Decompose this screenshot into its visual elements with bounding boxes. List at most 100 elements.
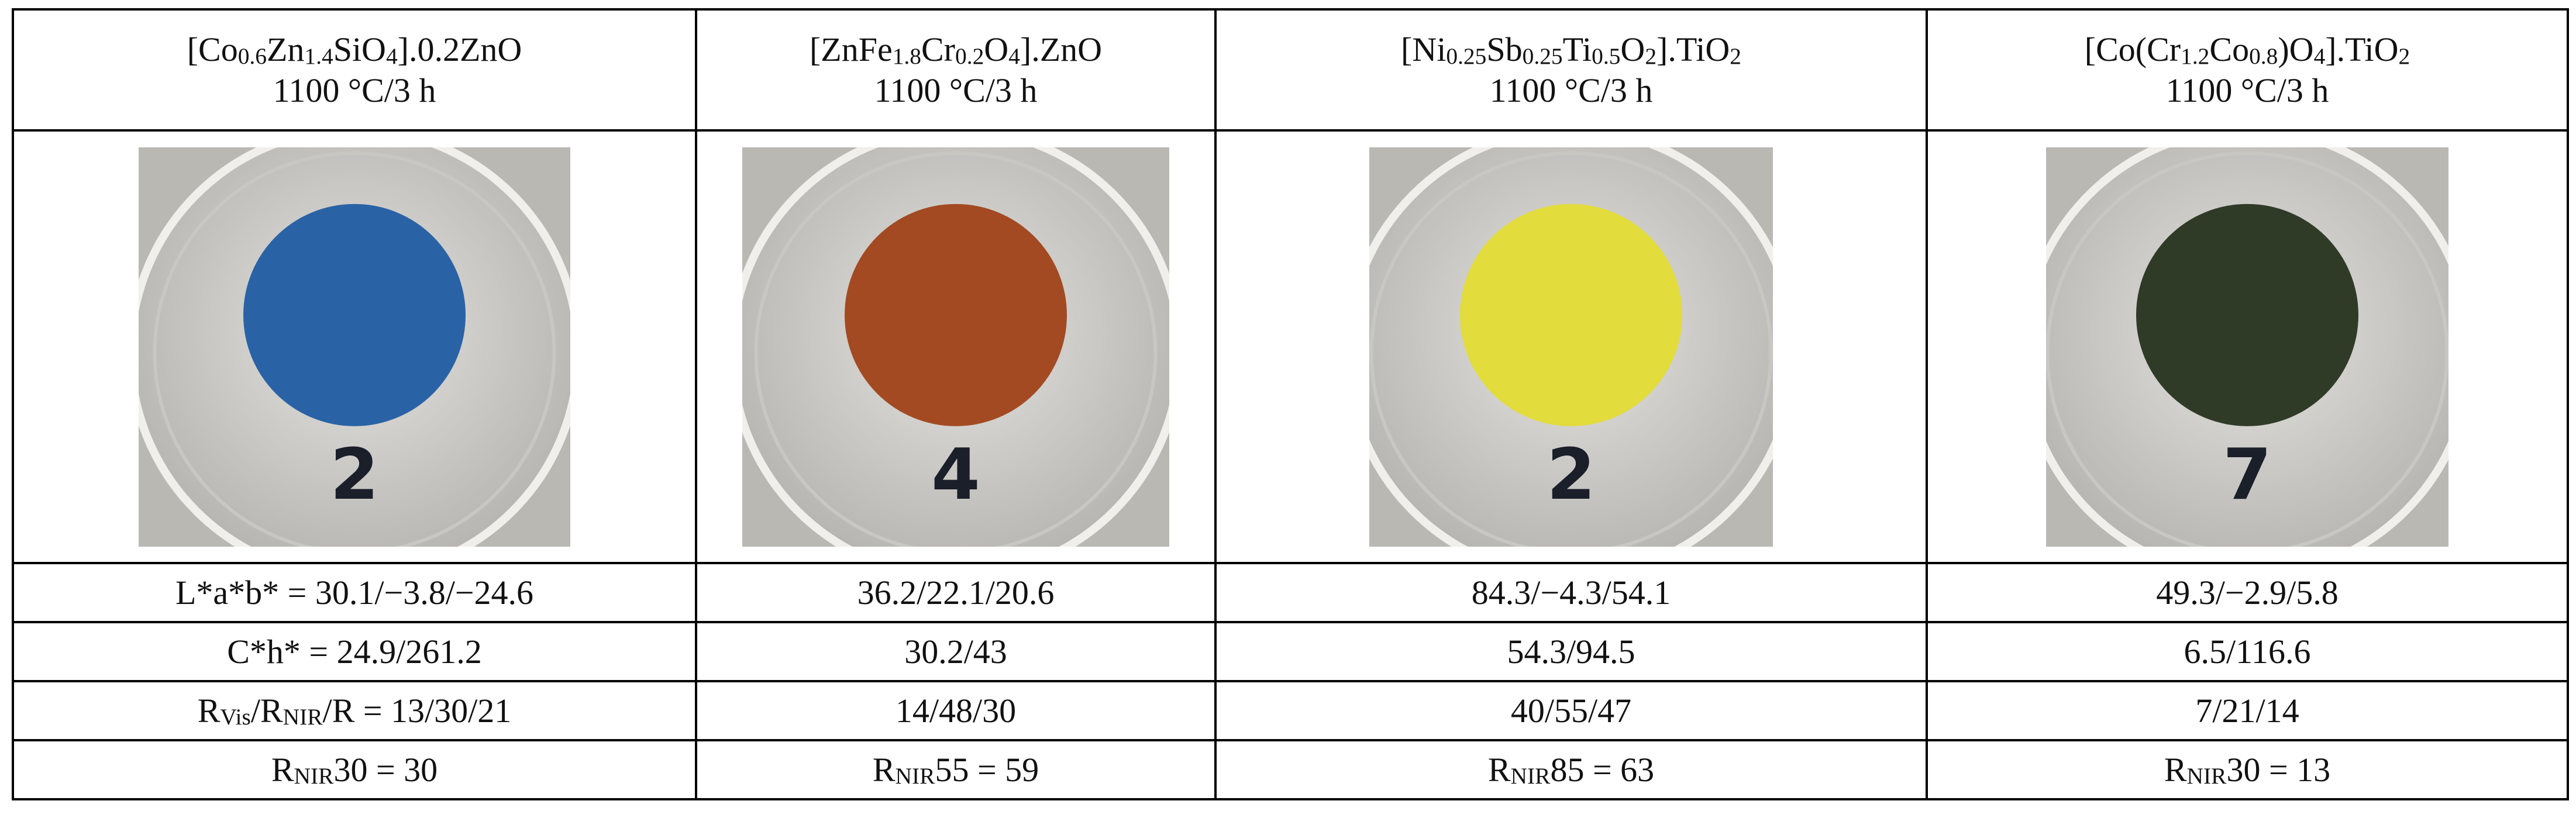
subscript: 1.2 [2181, 43, 2210, 69]
formula: [Ni0.25Sb0.25Ti0.5O2].TiO2 [1217, 29, 1926, 70]
value-row: C*h* = 24.9/261.2 30.2/43 54.3/94.5 6.5/116… [12, 621, 2569, 682]
subscript: 4 [2313, 43, 2326, 69]
text-run: 30 = 13 [2226, 750, 2331, 789]
value-cell: RNIR85 = 63 [1214, 739, 1928, 800]
formula: [Co(Cr1.2Co0.8)O4].TiO2 [1928, 29, 2567, 70]
pigment-sample [1460, 203, 1682, 426]
subscript: 2 [1730, 43, 1741, 69]
subscript: 0.8 [2249, 43, 2278, 69]
text-run: 49.3/−2.9/5.8 [2156, 573, 2339, 612]
value-cell: 49.3/−2.9/5.8 [1926, 562, 2569, 623]
text-run: R [2164, 750, 2187, 789]
value-cell: 14/48/30 [695, 680, 1217, 741]
text-run: C*h* = 24.9/261.2 [227, 632, 482, 671]
dish-rim [2046, 151, 2448, 547]
text-run: ].0.2ZnO [397, 30, 522, 68]
header-cell: [ZnFe1.8Cr0.2O4].ZnO 1100 °C/3 h [695, 8, 1217, 132]
value-cell: 84.3/−4.3/54.1 [1214, 562, 1928, 623]
header-cell: [Ni0.25Sb0.25Ti0.5O2].TiO2 1100 °C/3 h [1214, 8, 1928, 132]
subscript: NIR [2186, 763, 2227, 789]
subscript: NIR [895, 763, 935, 789]
text-run: 6.5/116.6 [2184, 632, 2311, 671]
text-run: R [1487, 750, 1511, 789]
value-cell: RNIR55 = 59 [695, 739, 1217, 800]
header-row: [Co0.6Zn1.4SiO4].0.2ZnO 1100 °C/3 h [ZnFe1… [12, 8, 2569, 132]
text-run: 7/21/14 [2195, 691, 2299, 730]
value-cell: 30.2/43 [695, 621, 1217, 682]
subscript: NIR [294, 763, 334, 789]
text-run: [Co [187, 30, 238, 68]
text-run: 30.2/43 [904, 632, 1007, 671]
photo-cell: 2 [1214, 129, 1928, 564]
condition: 1100 °C/3 h [2165, 71, 2329, 109]
text-run: L*a*b* = 30.1/−3.8/−24.6 [175, 573, 534, 612]
text-run: 55 = 59 [935, 750, 1039, 789]
value-cell: 6.5/116.6 [1926, 621, 2569, 682]
pigment-sample [243, 203, 466, 426]
photo-cell: 2 [12, 129, 697, 564]
value-row: L*a*b* = 30.1/−3.8/−24.6 36.2/22.1/20.6 84… [12, 562, 2569, 623]
value-cell: 7/21/14 [1926, 680, 2569, 741]
condition: 1100 °C/3 h [273, 71, 436, 109]
text-run: /R [250, 691, 283, 730]
subscript: NIR [1510, 763, 1551, 789]
text-run: ].TiO [1657, 30, 1730, 68]
value-cell: C*h* = 24.9/261.2 [12, 621, 697, 682]
text-run: Cr [921, 30, 955, 68]
subscript: Vis [220, 704, 251, 730]
text-run: 54.3/94.5 [1507, 632, 1635, 671]
formula: [ZnFe1.8Cr0.2O4].ZnO [697, 29, 1214, 70]
photo-row: 2 4 2 7 [12, 129, 2569, 564]
text-run: R [872, 750, 896, 789]
sample-number: 2 [330, 434, 379, 516]
header-cell: [Co0.6Zn1.4SiO4].0.2ZnO 1100 °C/3 h [12, 8, 697, 132]
value-row: RNIR30 = 30 RNIR55 = 59 RNIR85 = 63 RNIR30 … [12, 739, 2569, 800]
text-run: SiO [333, 30, 386, 68]
text-run: O [984, 30, 1009, 68]
condition: 1100 °C/3 h [1489, 71, 1653, 109]
sample-number: 7 [2223, 434, 2272, 516]
text-run: Ti [1562, 30, 1592, 68]
text-run: 36.2/22.1/20.6 [857, 573, 1055, 612]
subscript: 4 [385, 43, 398, 69]
table-body: [Co0.6Zn1.4SiO4].0.2ZnO 1100 °C/3 h [ZnFe1… [12, 8, 2569, 800]
subscript: 0.5 [1592, 43, 1621, 69]
subscript: 4 [1008, 43, 1020, 69]
subscript: 0.2 [955, 43, 984, 69]
text-run: [Ni [1401, 30, 1447, 68]
text-run: ].ZnO [1020, 30, 1103, 68]
pigment-sample [845, 203, 1067, 426]
text-run: 14/48/30 [895, 691, 1017, 730]
condition: 1100 °C/3 h [874, 71, 1038, 109]
pigment-table: [Co0.6Zn1.4SiO4].0.2ZnO 1100 °C/3 h [ZnFe1… [12, 8, 2569, 800]
sample-number: 2 [1547, 434, 1596, 516]
subscript: NIR [283, 704, 323, 730]
text-run: [ZnFe [809, 30, 893, 68]
value-cell: 54.3/94.5 [1214, 621, 1928, 682]
text-run: R [271, 750, 294, 789]
header-cell: [Co(Cr1.2Co0.8)O4].TiO2 1100 °C/3 h [1926, 8, 2569, 132]
text-run: ].TiO [2325, 30, 2399, 68]
subscript: 1.8 [892, 43, 921, 69]
subscript: 0.25 [1522, 43, 1563, 69]
formula: [Co0.6Zn1.4SiO4].0.2ZnO [14, 29, 695, 70]
sample-photo: 4 [742, 147, 1169, 547]
text-run: 85 = 63 [1550, 750, 1655, 789]
text-run: 84.3/−4.3/54.1 [1471, 573, 1671, 612]
value-cell: RNIR30 = 30 [12, 739, 697, 800]
value-cell: 36.2/22.1/20.6 [695, 562, 1217, 623]
value-cell: L*a*b* = 30.1/−3.8/−24.6 [12, 562, 697, 623]
text-run: Sb [1486, 30, 1523, 68]
sample-number: 4 [931, 434, 980, 516]
value-cell: RNIR30 = 13 [1926, 739, 2569, 800]
sample-photo: 7 [2046, 147, 2448, 547]
photo-cell: 7 [1926, 129, 2569, 564]
value-cell: RVis/RNIR/R = 13/30/21 [12, 680, 697, 741]
text-run: R [197, 691, 221, 730]
subscript: 2 [1645, 43, 1657, 69]
sample-photo: 2 [1369, 147, 1773, 547]
sample-photo: 2 [139, 147, 570, 547]
subscript: 1.4 [304, 43, 333, 69]
value-row: RVis/RNIR/R = 13/30/21 14/48/30 40/55/47 7/… [12, 680, 2569, 741]
